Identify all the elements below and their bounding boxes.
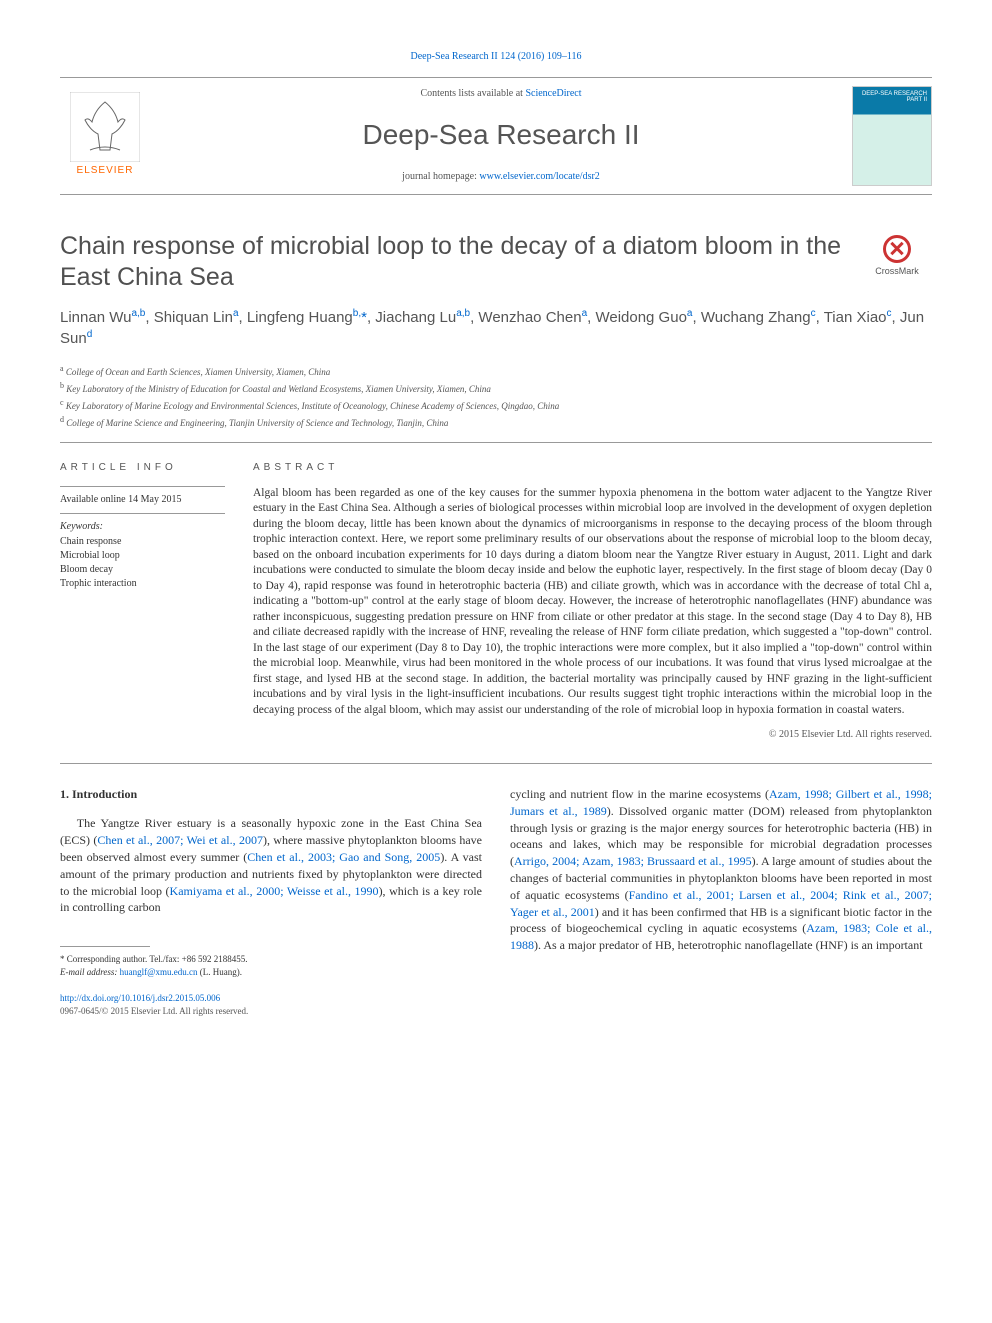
- affiliation-item: a College of Ocean and Earth Sciences, X…: [60, 363, 932, 379]
- footnote-separator: [60, 946, 150, 947]
- homepage-line: journal homepage: www.elsevier.com/locat…: [150, 170, 852, 185]
- homepage-link[interactable]: www.elsevier.com/locate/dsr2: [479, 171, 599, 182]
- corresponding-footnote: * Corresponding author. Tel./fax: +86 59…: [60, 953, 482, 966]
- keyword-item: Bloom decay: [60, 563, 225, 577]
- info-divider: [60, 486, 225, 487]
- publisher-logo: ELSEVIER: [60, 92, 150, 179]
- issn-line: 0967-0645/© 2015 Elsevier Ltd. All right…: [60, 1005, 482, 1018]
- doi-link[interactable]: http://dx.doi.org/10.1016/j.dsr2.2015.05…: [60, 993, 220, 1003]
- homepage-prefix: journal homepage:: [402, 171, 479, 182]
- journal-name: Deep-Sea Research II: [150, 115, 852, 156]
- cover-title: DEEP-SEA RESEARCH PART II: [853, 91, 927, 104]
- author-list: Linnan Wua,b, Shiquan Lina, Lingfeng Hua…: [60, 307, 932, 349]
- crossmark-badge[interactable]: CrossMark: [862, 235, 932, 278]
- body-column-left: 1. Introduction The Yangtze River estuar…: [60, 786, 482, 1018]
- abstract-text: Algal bloom has been regarded as one of …: [253, 486, 932, 719]
- keyword-item: Microbial loop: [60, 549, 225, 563]
- email-suffix: (L. Huang).: [197, 967, 242, 977]
- divider-rule: [60, 442, 932, 443]
- keyword-item: Trophic interaction: [60, 577, 225, 591]
- crossmark-label: CrossMark: [875, 265, 919, 278]
- affiliation-item: c Key Laboratory of Marine Ecology and E…: [60, 397, 932, 413]
- intro-para-1: The Yangtze River estuary is a seasonall…: [60, 815, 482, 916]
- intro-heading: 1. Introduction: [60, 786, 482, 803]
- divider-rule: [60, 763, 932, 764]
- doi-line: http://dx.doi.org/10.1016/j.dsr2.2015.05…: [60, 992, 482, 1005]
- abstract-copyright: © 2015 Elsevier Ltd. All rights reserved…: [253, 728, 932, 743]
- article-title: Chain response of microbial loop to the …: [60, 231, 842, 294]
- journal-cover-thumb: DEEP-SEA RESEARCH PART II: [852, 86, 932, 186]
- contents-prefix: Contents lists available at: [420, 88, 525, 99]
- email-label: E-mail address:: [60, 967, 120, 977]
- affiliation-item: b Key Laboratory of the Ministry of Educ…: [60, 380, 932, 396]
- abstract-heading: ABSTRACT: [253, 461, 932, 476]
- sciencedirect-link[interactable]: ScienceDirect: [525, 88, 581, 99]
- publisher-name: ELSEVIER: [77, 164, 134, 179]
- keywords-list: Chain responseMicrobial loopBloom decayT…: [60, 535, 225, 591]
- intro-para-2: cycling and nutrient flow in the marine …: [510, 786, 932, 954]
- journal-ref-link[interactable]: Deep-Sea Research II 124 (2016) 109–116: [411, 51, 582, 62]
- contents-line: Contents lists available at ScienceDirec…: [150, 87, 852, 102]
- email-footnote: E-mail address: huanglf@xmu.edu.cn (L. H…: [60, 966, 482, 979]
- keyword-item: Chain response: [60, 535, 225, 549]
- article-info-heading: ARTICLE INFO: [60, 461, 225, 476]
- journal-header: ELSEVIER Contents lists available at Sci…: [60, 77, 932, 195]
- crossmark-icon: [883, 235, 911, 263]
- elsevier-tree-icon: [70, 92, 140, 162]
- body-column-right: cycling and nutrient flow in the marine …: [510, 786, 932, 1018]
- article-info-sidebar: ARTICLE INFO Available online 14 May 201…: [60, 461, 225, 743]
- affiliation-item: d College of Marine Science and Engineer…: [60, 414, 932, 430]
- abstract-column: ABSTRACT Algal bloom has been regarded a…: [253, 461, 932, 743]
- affiliations: a College of Ocean and Earth Sciences, X…: [60, 363, 932, 430]
- corr-email-link[interactable]: huanglf@xmu.edu.cn: [120, 967, 198, 977]
- info-divider: [60, 513, 225, 514]
- journal-reference: Deep-Sea Research II 124 (2016) 109–116: [60, 50, 932, 65]
- available-online: Available online 14 May 2015: [60, 493, 225, 508]
- keywords-label: Keywords:: [60, 520, 225, 535]
